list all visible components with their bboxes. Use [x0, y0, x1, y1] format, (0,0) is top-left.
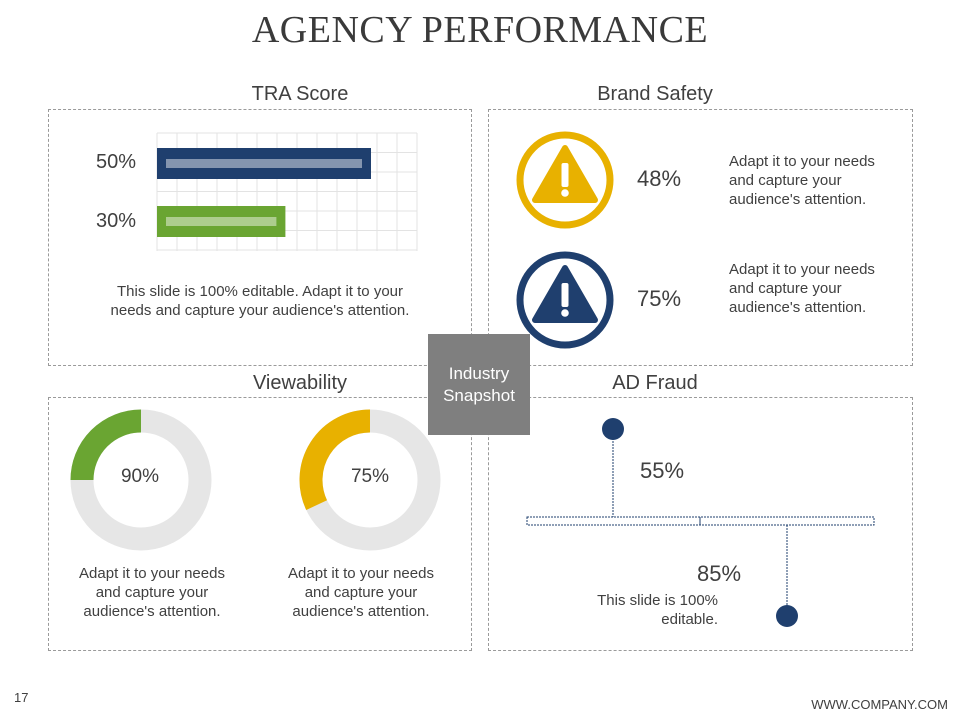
viewability-text-2: Adapt it to your needs and capture your …	[261, 564, 461, 621]
viewability-text-1: Adapt it to your needs and capture your …	[52, 564, 252, 621]
brand-safety-text-2-line-2: and capture your	[729, 280, 842, 297]
tra-bar-label-1: 50%	[96, 151, 137, 173]
ad-fraud-marker-1	[602, 418, 624, 440]
donut-label-1: 90%	[120, 466, 160, 487]
ad-fraud-value-2: 85%	[697, 561, 742, 586]
donut-label-2: 75%	[350, 466, 390, 487]
ad-fraud-caption: This slide is 100% editable.	[578, 591, 718, 629]
industry-snapshot-box: Industry Snapshot	[428, 334, 530, 435]
tra-caption-line-2: needs and capture your audience's attent…	[110, 302, 410, 319]
brand-safety-text-1-line-3: audience's attention.	[729, 191, 867, 208]
page-number: 17	[14, 690, 29, 705]
tra-score-panel	[48, 109, 472, 366]
tra-score-caption: This slide is 100% editable. Adapt it to…	[60, 282, 460, 320]
brand-safety-text-1-line-2: and capture your	[729, 172, 842, 189]
snapshot-label-line-1: Industry	[448, 363, 510, 383]
ad-fraud-marker-2	[776, 605, 798, 627]
ad-fraud-panel	[488, 397, 913, 651]
brand-safety-text-1-line-1: Adapt it to your needs	[729, 153, 875, 170]
tra-bar-label-2: 30%	[96, 210, 137, 232]
viewability-text-2-line-1: Adapt it to your needs	[288, 565, 434, 582]
tra-bar-2	[157, 206, 286, 237]
donut-arc-1	[70, 409, 142, 481]
viewability-panel	[48, 397, 472, 651]
tra-bar-highlight-2	[166, 217, 277, 226]
tra-bar-highlight-1	[166, 159, 362, 168]
snapshot-label-line-2: Snapshot	[443, 385, 515, 405]
warning-icon	[516, 251, 614, 349]
brand-safety-text-1: Adapt it to your needs and capture your …	[729, 152, 875, 209]
brand-safety-panel	[488, 109, 913, 366]
ad-fraud-heading: AD Fraud	[612, 372, 698, 394]
viewability-text-1-line-1: Adapt it to your needs	[79, 565, 225, 582]
viewability-text-1-line-2: and capture your	[95, 584, 209, 601]
footer-website: WWW.COMPANY.COM	[811, 697, 948, 712]
brand-safety-text-2-line-1: Adapt it to your needs	[729, 261, 875, 278]
viewability-text-1-line-3: audience's attention.	[83, 603, 221, 620]
ad-fraud-caption-line-1: This slide is 100%	[597, 592, 718, 609]
viewability-text-2-line-3: audience's attention.	[292, 603, 430, 620]
viewability-text-2-line-2: and capture your	[304, 584, 418, 601]
brand-safety-value-2: 75%	[637, 286, 682, 311]
ad-fraud-value-1: 55%	[640, 458, 685, 483]
tra-score-heading: TRA Score	[251, 83, 349, 105]
slide-title: AGENCY PERFORMANCE	[251, 9, 709, 51]
brand-safety-text-2: Adapt it to your needs and capture your …	[729, 260, 875, 317]
viewability-heading: Viewability	[252, 372, 348, 394]
brand-safety-text-2-line-3: audience's attention.	[729, 299, 867, 316]
ad-fraud-caption-line-2: editable.	[661, 611, 718, 628]
brand-safety-value-1: 48%	[637, 166, 682, 191]
warning-icon	[516, 131, 614, 229]
tra-bar-1	[157, 148, 371, 179]
tra-caption-line-1: This slide is 100% editable. Adapt it to…	[117, 283, 403, 300]
donut-arc-2	[299, 409, 371, 511]
brand-safety-heading: Brand Safety	[597, 83, 713, 105]
